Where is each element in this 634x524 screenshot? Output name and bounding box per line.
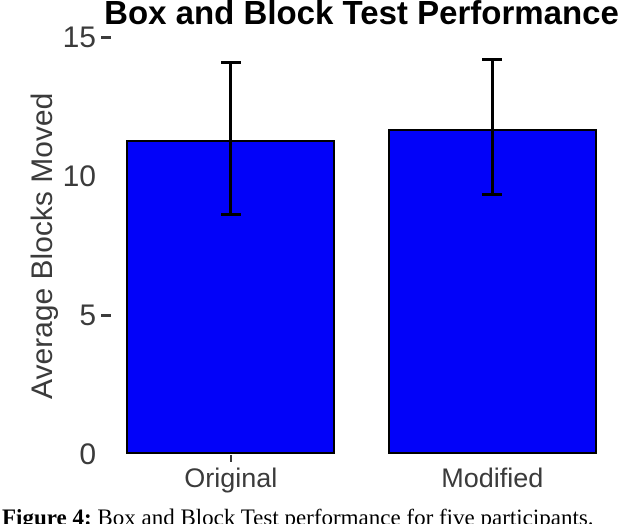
figure-caption-label: Figure 4: bbox=[2, 505, 92, 524]
y-tick-label: 0 bbox=[79, 438, 96, 471]
y-tick-mark bbox=[101, 36, 111, 39]
y-axis-label: Average Blocks Moved bbox=[26, 92, 59, 399]
x-category-label-original: Original bbox=[184, 463, 278, 493]
y-tick-label: 15 bbox=[62, 21, 96, 54]
y-tick-label: 10 bbox=[62, 160, 96, 193]
figure-caption-text: Box and Block Test performance for five … bbox=[91, 505, 594, 524]
error-bar-bottom-cap-original bbox=[220, 212, 241, 216]
error-bar-top-cap-original bbox=[220, 61, 241, 65]
chart-title: Box and Block Test Performance bbox=[104, 0, 619, 31]
x-category-label-modified: Modified bbox=[441, 463, 544, 493]
figure-caption: Figure 4: Box and Block Test performance… bbox=[2, 504, 634, 524]
error-bar-top-cap-modified bbox=[482, 58, 503, 62]
error-bar-line-original bbox=[229, 62, 233, 215]
error-bar-bottom-cap-modified bbox=[482, 193, 503, 197]
y-tick-label: 5 bbox=[79, 299, 96, 332]
y-tick-mark bbox=[101, 314, 111, 317]
x-tick-mark bbox=[229, 455, 232, 462]
error-bar-line-modified bbox=[490, 59, 494, 196]
